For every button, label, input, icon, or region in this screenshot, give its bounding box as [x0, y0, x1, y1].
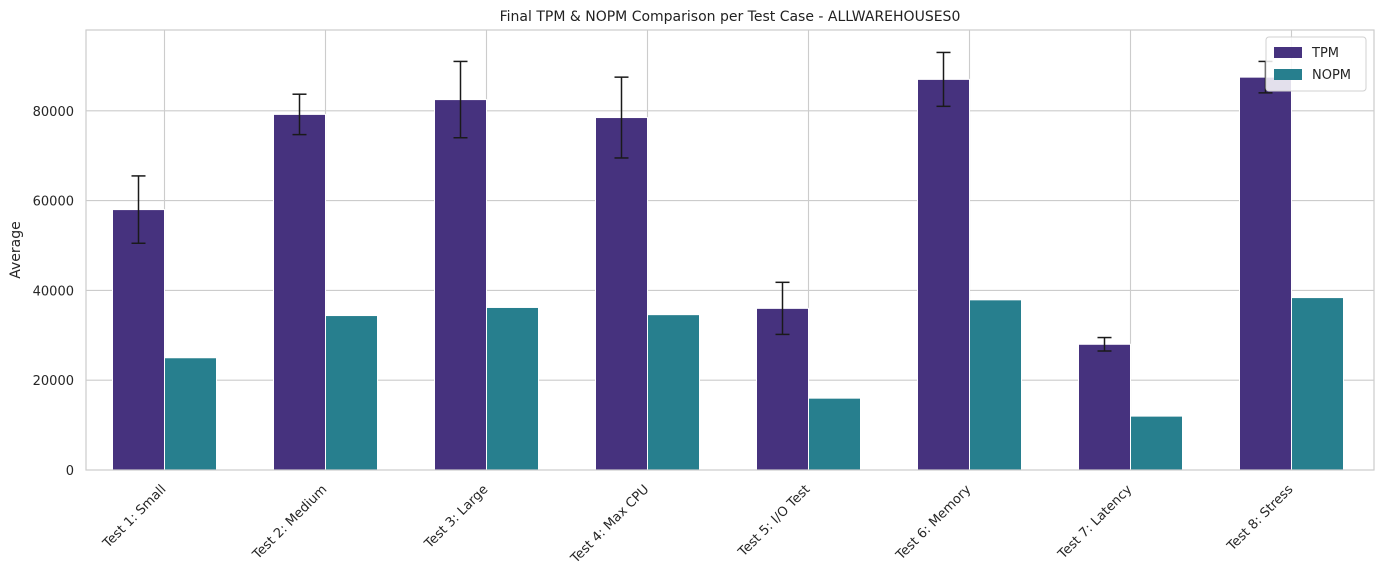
bar-nopm-5 [808, 397, 861, 471]
bar-nopm-2 [325, 315, 378, 471]
bar-tpm-5 [756, 307, 809, 471]
error-bars [131, 51, 1273, 352]
y-tick-label: 80000 [33, 105, 74, 120]
legend: TPM NOPM [1265, 36, 1367, 92]
bar-tpm-6 [917, 78, 970, 471]
bar-nopm-1 [164, 357, 217, 471]
x-axis-ticks: Test 1: Small Test 2: Medium Test 3: Large… [100, 482, 1297, 567]
bar-tpm-3 [434, 99, 487, 471]
x-tick-label: Test 4: Max CPU [567, 482, 652, 567]
error-bar-4 [614, 76, 629, 159]
bar-nopm-6 [969, 299, 1022, 471]
error-bar-5 [775, 281, 790, 336]
plot-frame [85, 29, 1375, 471]
legend-swatch-tpm [1274, 47, 1302, 58]
error-bar-3 [453, 60, 468, 139]
legend-swatch-nopm [1274, 69, 1302, 80]
y-axis-ticks: 0 20000 40000 60000 80000 [33, 105, 74, 479]
y-tick-label: 20000 [33, 374, 74, 389]
y-tick-label: 0 [66, 464, 74, 479]
legend-label-nopm: NOPM [1312, 68, 1351, 83]
y-axis-label: Average [8, 221, 24, 279]
y-tick-label: 40000 [33, 284, 74, 299]
chart-title: Final TPM & NOPM Comparison per Test Cas… [500, 9, 961, 25]
x-tick-label: Test 1: Small [100, 482, 170, 552]
bar-tpm-2 [273, 113, 326, 471]
bar-nopm-4 [647, 314, 700, 471]
error-bar-7 [1097, 336, 1112, 352]
x-tick-label: Test 7: Latency [1055, 482, 1136, 563]
bars [112, 76, 1344, 471]
error-bar-6 [936, 51, 951, 108]
bar-nopm-3 [486, 306, 539, 471]
bar-tpm-4 [595, 117, 648, 471]
x-tick-label: Test 6: Memory [893, 482, 975, 564]
x-tick-label: Test 5: I/O Test [735, 482, 813, 560]
bar-tpm-1 [112, 209, 165, 471]
y-tick-label: 60000 [33, 195, 74, 210]
x-tick-label: Test 2: Medium [249, 482, 330, 563]
bar-nopm-7 [1130, 415, 1183, 471]
legend-label-tpm: TPM [1311, 46, 1339, 61]
bar-tpm-7 [1078, 343, 1131, 471]
error-bar-1 [131, 175, 146, 245]
x-tick-label: Test 3: Large [421, 482, 491, 552]
x-tick-label: Test 8: Stress [1224, 482, 1297, 555]
bar-tpm-8 [1239, 76, 1292, 471]
error-bar-2 [292, 93, 307, 136]
bar-nopm-8 [1291, 297, 1344, 471]
